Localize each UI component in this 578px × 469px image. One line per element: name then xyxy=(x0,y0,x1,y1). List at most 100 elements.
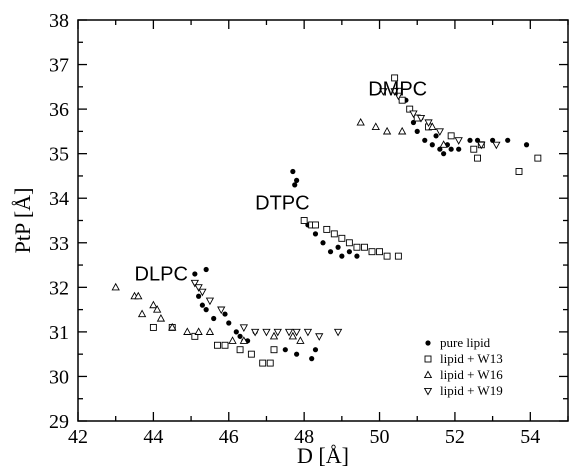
data-point xyxy=(439,140,448,148)
group-label-dtpc: DTPC xyxy=(255,192,309,214)
y-tick-label: 34 xyxy=(49,188,69,210)
x-tick-label: 50 xyxy=(370,426,390,448)
y-tick-label: 38 xyxy=(49,10,69,32)
data-point xyxy=(414,128,420,134)
y-axis-title: PtP [Å] xyxy=(10,188,35,254)
y-tick-label: 30 xyxy=(49,366,69,388)
y-tick-label: 33 xyxy=(49,233,69,255)
data-point xyxy=(214,341,221,349)
data-point xyxy=(203,266,209,273)
data-point xyxy=(183,327,192,335)
data-point xyxy=(398,96,406,104)
legend-label: lipid + W16 xyxy=(440,367,503,382)
data-point xyxy=(409,110,418,119)
data-point xyxy=(149,323,157,331)
data-point xyxy=(467,137,473,143)
data-point xyxy=(447,132,455,140)
data-point xyxy=(137,309,147,318)
data-point xyxy=(356,117,365,126)
data-point xyxy=(300,217,308,224)
data-point xyxy=(168,322,177,331)
data-point xyxy=(198,288,207,297)
data-point xyxy=(391,74,399,82)
data-point xyxy=(515,168,523,175)
data-point xyxy=(394,252,402,260)
data-point xyxy=(205,297,215,306)
data-point xyxy=(345,239,353,247)
data-point xyxy=(217,306,226,315)
x-tick-label: 52 xyxy=(445,426,465,448)
data-point xyxy=(435,128,445,136)
data-point xyxy=(490,137,496,143)
data-point xyxy=(424,119,433,128)
data-point xyxy=(190,279,200,288)
data-point xyxy=(152,305,162,313)
data-point xyxy=(239,336,249,344)
x-tick-label: 48 xyxy=(294,426,314,448)
x-axis-title: D [Å] xyxy=(297,443,349,468)
data-point xyxy=(379,88,388,96)
legend-marker xyxy=(425,340,431,346)
data-point xyxy=(233,329,239,335)
data-point xyxy=(236,346,244,354)
data-point xyxy=(194,284,203,292)
data-point xyxy=(523,142,530,148)
legend-label: lipid + W13 xyxy=(440,351,503,366)
series-lipid-w19 xyxy=(190,88,501,341)
legend-label: pure lipid xyxy=(440,335,491,350)
y-tick-label: 35 xyxy=(49,144,69,166)
data-point xyxy=(203,307,209,313)
series-pure-lipid xyxy=(192,97,530,362)
data-point xyxy=(346,249,352,255)
data-point xyxy=(221,341,229,349)
data-point xyxy=(247,350,255,358)
data-point xyxy=(294,351,300,357)
data-point xyxy=(505,137,511,143)
data-point xyxy=(406,105,414,113)
data-point xyxy=(237,333,243,339)
data-point xyxy=(353,243,361,251)
data-point xyxy=(330,230,338,238)
data-point xyxy=(196,293,202,299)
plot-frame xyxy=(77,19,569,422)
data-point xyxy=(222,311,228,317)
data-point xyxy=(433,133,439,139)
data-point xyxy=(250,328,260,337)
group-label-dlpc: DLPC xyxy=(135,264,188,286)
data-point xyxy=(383,252,391,260)
data-point xyxy=(312,347,319,353)
data-point xyxy=(397,126,407,135)
y-tick-label: 36 xyxy=(49,99,69,121)
y-tick-label: 31 xyxy=(49,322,69,344)
data-point xyxy=(282,347,288,353)
data-point xyxy=(228,336,237,344)
data-point xyxy=(338,234,346,242)
group-label-dmpc: DMPC xyxy=(368,79,427,101)
legend-marker xyxy=(424,355,432,363)
data-point xyxy=(239,324,249,332)
data-point xyxy=(309,356,315,362)
data-point xyxy=(111,282,120,291)
data-point xyxy=(474,154,481,162)
data-point xyxy=(376,248,383,256)
data-point xyxy=(437,146,443,152)
y-tick-label: 29 xyxy=(49,411,69,433)
data-point xyxy=(394,92,403,101)
data-points xyxy=(111,74,542,367)
data-point xyxy=(211,315,217,322)
data-point xyxy=(315,333,324,341)
series-lipid-w13 xyxy=(149,74,542,367)
data-point xyxy=(456,146,462,152)
data-point xyxy=(390,88,399,96)
data-point xyxy=(262,328,271,337)
legend-marker xyxy=(423,370,433,379)
data-point xyxy=(368,248,376,256)
data-point xyxy=(273,328,282,337)
data-point xyxy=(303,328,313,337)
series-lipid-w16 xyxy=(111,117,448,344)
data-point xyxy=(270,346,278,354)
legend-marker xyxy=(423,387,433,396)
data-point xyxy=(448,146,454,152)
